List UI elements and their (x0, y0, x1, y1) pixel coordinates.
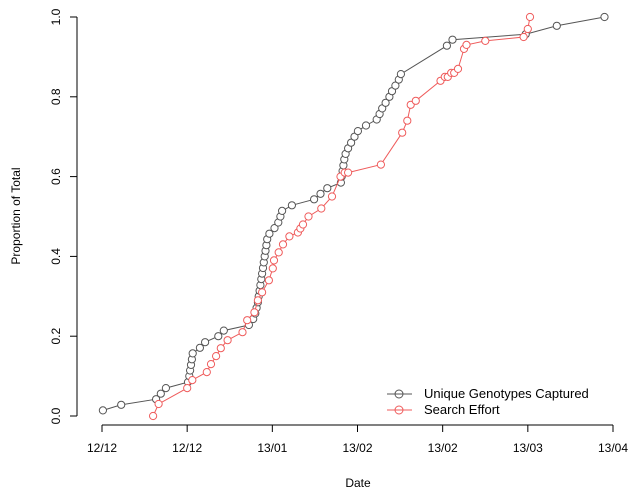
data-point (462, 40, 471, 50)
data-point (117, 400, 126, 409)
y-ticks: 0.0 0.2 0.4 0.6 0.8 1.0 (49, 8, 77, 424)
data-point (403, 116, 412, 125)
x-tick-label: 12/12 (87, 441, 117, 455)
data-point (304, 212, 313, 221)
x-tick-label: 12/12 (172, 441, 202, 455)
data-point (154, 399, 163, 409)
x-axis-title: Date (345, 476, 371, 490)
data-point (361, 121, 371, 130)
data-point (269, 256, 279, 265)
data-point (376, 160, 385, 169)
legend-entry-search-effort: Search Effort (387, 402, 500, 417)
data-point (270, 224, 279, 233)
data-point (316, 189, 325, 198)
data-point (202, 368, 211, 377)
legend-marker-unique-genotypes (394, 389, 404, 399)
data-point (214, 332, 223, 341)
data-point (250, 308, 259, 317)
data-point (188, 349, 197, 358)
data-point (310, 195, 319, 204)
data-point (353, 127, 362, 136)
x-tick-label: 13/04 (598, 441, 628, 455)
data-point (216, 344, 225, 353)
data-point (278, 206, 287, 215)
legend-label-search-effort: Search Effort (424, 402, 500, 417)
data-point (523, 24, 532, 34)
series-line (102, 16, 605, 411)
y-tick-label: 0.6 (49, 168, 63, 185)
series-1 (149, 12, 535, 421)
data-point (552, 21, 561, 30)
data-point (287, 201, 296, 210)
series-0 (98, 12, 609, 415)
data-point (183, 384, 192, 393)
y-tick-label: 0.8 (49, 88, 63, 105)
data-point (149, 411, 158, 421)
data-point (253, 296, 262, 305)
legend-marker-search-effort (394, 405, 404, 415)
data-point (223, 336, 232, 345)
series-line (152, 16, 531, 417)
data-point (398, 128, 407, 137)
data-point (98, 406, 108, 415)
data-point (219, 326, 228, 335)
data-point (391, 81, 400, 90)
data-point (381, 98, 390, 107)
x-ticks: 12/12 12/12 13/01 13/02 13/02 13/03 13/04 (87, 425, 628, 455)
data-point (327, 192, 337, 201)
data-point (347, 138, 356, 147)
data-point (519, 32, 528, 42)
y-axis-title: Proportion of Total (9, 167, 23, 264)
data-point (188, 376, 197, 385)
data-point (298, 220, 308, 229)
data-point (258, 288, 267, 297)
series-layer (98, 12, 609, 421)
data-point (278, 240, 288, 249)
axes: 0.00.20.40.60.81.0 12/12 12/12 13/01 13/02 1… (49, 8, 628, 455)
data-point (156, 389, 165, 398)
legend-label-unique-genotypes: Unique Genotypes Captured (424, 386, 589, 401)
data-point (453, 64, 463, 74)
x-tick-label: 13/02 (428, 441, 458, 455)
data-point (323, 184, 332, 193)
data-point (525, 12, 535, 22)
data-point (442, 41, 451, 50)
y-tick-label: 0.2 (49, 328, 63, 345)
data-point (206, 360, 216, 369)
data-point (274, 248, 283, 257)
x-tick-label: 13/03 (513, 441, 543, 455)
data-point (264, 276, 273, 285)
data-point (600, 12, 609, 22)
data-point (212, 352, 221, 361)
x-tick-label: 13/01 (257, 441, 287, 455)
data-point (268, 264, 277, 273)
data-point (396, 70, 405, 79)
data-point (317, 204, 326, 213)
data-point (238, 328, 247, 337)
data-point (285, 232, 294, 241)
legend: Unique Genotypes Captured Search Effort (387, 386, 589, 417)
data-point (201, 338, 210, 347)
data-point (481, 36, 490, 46)
data-point (344, 168, 353, 177)
y-tick-label: 1.0 (49, 8, 63, 25)
x-tick-label: 13/02 (342, 441, 372, 455)
y-tick-label: 0.0 (49, 407, 63, 424)
data-point (265, 229, 274, 238)
data-point (243, 316, 252, 325)
data-point (411, 96, 420, 105)
data-point (195, 343, 204, 352)
y-tick-label: 0.4 (49, 248, 63, 265)
legend-entry-unique-genotypes: Unique Genotypes Captured (387, 386, 589, 401)
data-point (161, 384, 170, 393)
data-point (448, 35, 457, 44)
